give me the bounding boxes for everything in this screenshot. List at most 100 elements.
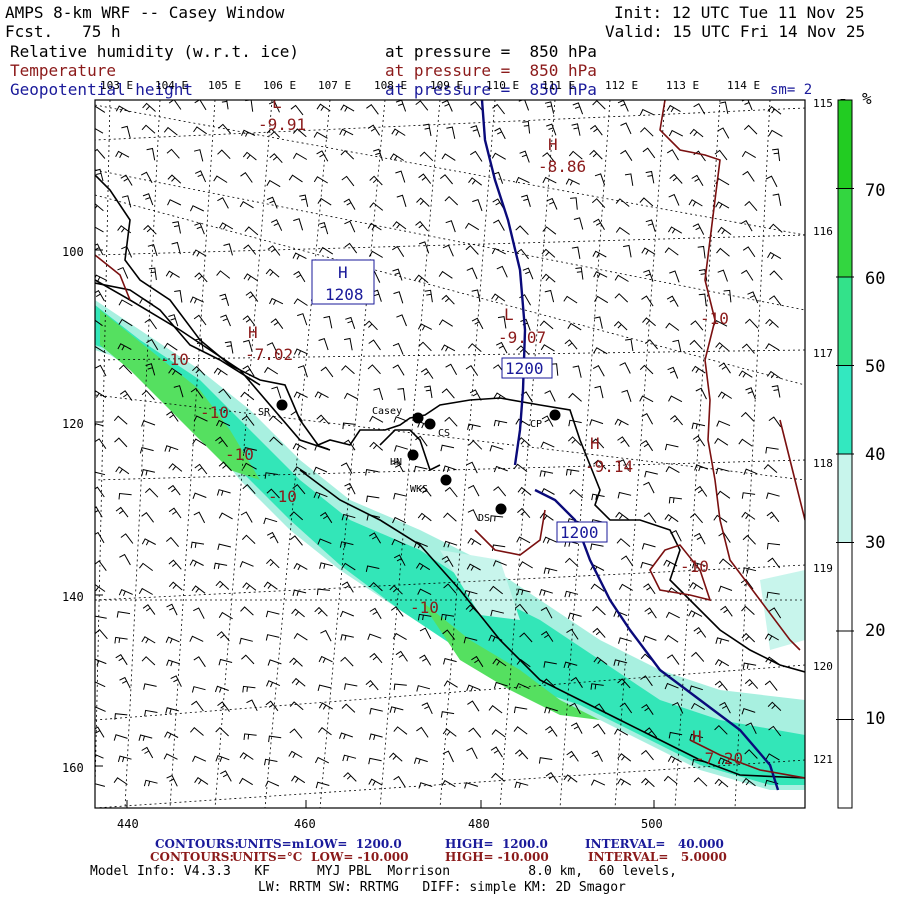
- wind-barb: [143, 683, 157, 690]
- wind-barb: [472, 198, 483, 212]
- wind-barb: [216, 631, 230, 642]
- wind-barb: [293, 218, 304, 231]
- wind-barb: [617, 459, 630, 471]
- wind-barb: [119, 553, 131, 566]
- wind-barb: [444, 195, 459, 206]
- wind-barb: [516, 536, 531, 544]
- wind-barb: [542, 176, 557, 184]
- wind-barb: [694, 464, 709, 472]
- wind-barb: [297, 365, 308, 378]
- wind-barb: [343, 772, 357, 782]
- wind-barb: [572, 365, 582, 378]
- wind-barb: [95, 783, 106, 787]
- wind-barb: [440, 613, 455, 621]
- wind-barb: [243, 273, 258, 282]
- wind-barb: [470, 150, 483, 162]
- station-wks-dot: [440, 474, 452, 486]
- wind-barb: [118, 492, 132, 500]
- wind-barb: [341, 513, 356, 521]
- wind-barb: [594, 295, 609, 304]
- wind-barb: [340, 104, 355, 112]
- wind-barb: [118, 318, 133, 327]
- wind-barb: [442, 244, 454, 257]
- wind-barb: [539, 588, 553, 596]
- wind-barb: [689, 339, 703, 350]
- wind-barb: [144, 318, 158, 330]
- wind-barb: [369, 733, 383, 741]
- wind-barb: [218, 658, 233, 666]
- wind-barb: [141, 656, 156, 666]
- wind-barb: [466, 747, 478, 760]
- wind-barb: [215, 755, 230, 762]
- wind-barb: [716, 420, 731, 427]
- wind-barb: [316, 103, 331, 112]
- wind-barb: [216, 270, 231, 279]
- wind-barb: [765, 318, 779, 328]
- wind-barb: [590, 583, 605, 592]
- wind-barb: [493, 419, 508, 427]
- wind-barb: [591, 198, 606, 208]
- station-label-wks: WKS: [410, 484, 428, 495]
- wind-barb: [539, 470, 554, 477]
- wind-barb: [445, 363, 458, 376]
- wind-barb: [717, 127, 730, 139]
- wind-barb: [666, 149, 679, 161]
- wind-barb: [518, 100, 530, 111]
- wind-barb: [418, 173, 432, 184]
- station-markers: [276, 399, 561, 515]
- model-info: Model Info: V4.3.3 KF MYJ PBL Morrison 8…: [90, 864, 677, 879]
- wind-barb: [139, 562, 153, 572]
- height-center-type: H: [338, 263, 348, 282]
- contours-height-interval: INTERVAL= 40.000: [585, 837, 724, 851]
- wind-barb: [266, 680, 281, 688]
- wind-barb: [471, 289, 481, 302]
- wind-barb: [490, 746, 503, 758]
- wind-barb: [466, 563, 481, 571]
- wind-barb: [668, 496, 682, 504]
- wind-barb: [265, 610, 280, 618]
- wind-barb: [215, 726, 229, 737]
- colorbar-label-60: 60: [865, 269, 885, 289]
- wind-barb: [340, 149, 355, 160]
- wind-barb: [219, 222, 234, 230]
- wind-barb: [594, 173, 606, 186]
- wind-barb: [545, 772, 559, 783]
- wind-barb: [640, 561, 655, 569]
- wind-barb: [167, 199, 182, 206]
- wind-barb: [145, 363, 156, 376]
- wind-barb: [693, 627, 707, 638]
- colorbar-segment: [838, 100, 852, 189]
- wind-barb: [491, 152, 506, 160]
- wind-barb: [313, 466, 328, 473]
- init-time: Init: 12 UTC Tue 11 Nov 25: [614, 3, 865, 22]
- valid-time: Valid: 15 UTC Fri 14 Nov 25: [605, 22, 866, 41]
- wind-barb: [716, 247, 730, 257]
- wind-barb: [666, 654, 680, 665]
- wind-barb: [339, 610, 354, 618]
- wind-barb: [463, 589, 478, 597]
- temp-label-2: -10: [160, 350, 189, 369]
- wind-barb: [269, 153, 283, 164]
- wind-barb: [594, 703, 607, 715]
- wind-barb: [416, 685, 431, 692]
- wind-barb: [194, 100, 207, 111]
- wind-barb: [497, 316, 507, 329]
- wind-barb: [644, 470, 658, 478]
- wind-barb: [467, 509, 479, 521]
- wind-barb: [189, 559, 204, 567]
- wind-barb: [666, 295, 679, 307]
- wind-barb: [366, 104, 379, 115]
- height-center-value: 1208: [325, 285, 364, 304]
- wind-barb: [417, 613, 432, 621]
- wind-barb: [299, 194, 309, 207]
- wind-barb: [95, 531, 105, 544]
- wind-barb: [539, 320, 554, 330]
- wind-barb: [542, 152, 556, 163]
- wind-barb: [663, 775, 678, 785]
- wind-barb: [365, 565, 380, 573]
- wind-barb: [293, 391, 308, 399]
- temp-label-4: -10: [225, 445, 254, 464]
- wind-barb: [141, 512, 154, 523]
- wind-barb: [640, 749, 654, 761]
- wind-barb: [320, 366, 334, 378]
